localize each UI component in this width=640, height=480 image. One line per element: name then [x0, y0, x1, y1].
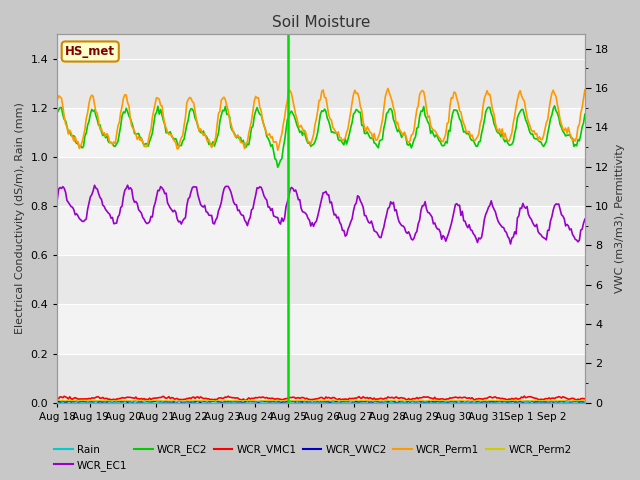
Text: HS_met: HS_met	[65, 45, 115, 58]
Y-axis label: VWC (m3/m3), Permittivity: VWC (m3/m3), Permittivity	[615, 144, 625, 293]
Bar	[58, 108, 585, 157]
Bar	[58, 206, 585, 255]
Legend: Rain, WCR_EC1, WCR_EC2, WCR_VMC1, WCR_VWC2, WCR_Perm1, WCR_Perm2: Rain, WCR_EC1, WCR_EC2, WCR_VMC1, WCR_VW…	[50, 440, 576, 475]
Title: Soil Moisture: Soil Moisture	[272, 15, 371, 30]
Bar	[58, 304, 585, 354]
Y-axis label: Electrical Conductivity (dS/m), Rain (mm): Electrical Conductivity (dS/m), Rain (mm…	[15, 102, 25, 334]
